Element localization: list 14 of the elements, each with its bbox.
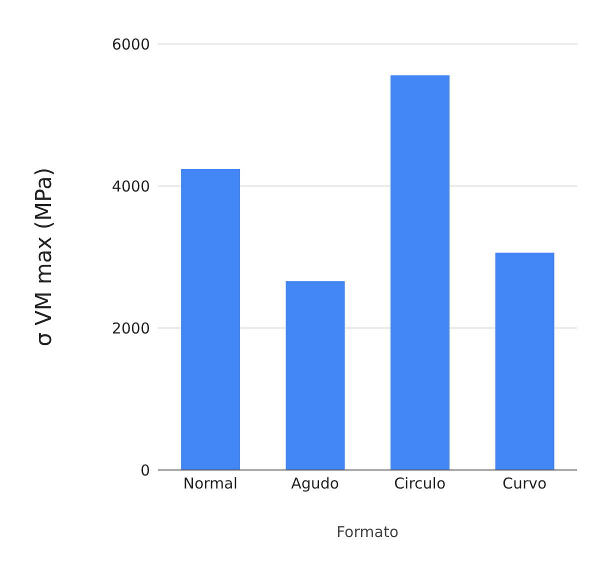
bar — [181, 168, 240, 470]
y-axis-title: σ VM max (MPa) — [32, 168, 57, 346]
x-axis-title: Formato — [336, 523, 399, 541]
y-tick-label: 6000 — [112, 35, 150, 54]
x-tick-label: Curvo — [502, 474, 547, 493]
x-tick-label: Agudo — [291, 474, 340, 493]
y-tick-label: 0 — [140, 461, 150, 480]
y-tick-label: 2000 — [112, 319, 150, 338]
x-tick-label: Circulo — [394, 474, 446, 493]
x-tick-label: Normal — [183, 474, 238, 493]
y-tick-label: 4000 — [112, 177, 150, 196]
bar — [286, 281, 345, 470]
bar — [495, 252, 554, 470]
bar — [390, 75, 450, 470]
